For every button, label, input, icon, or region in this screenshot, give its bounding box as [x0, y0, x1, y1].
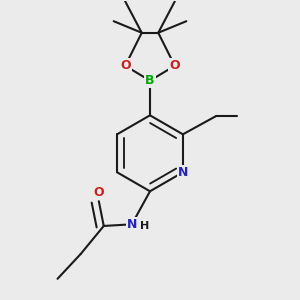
Text: N: N [178, 166, 188, 179]
Text: O: O [169, 59, 180, 72]
Text: O: O [94, 186, 104, 200]
Text: O: O [120, 59, 130, 72]
Text: B: B [145, 74, 155, 87]
Text: N: N [127, 218, 137, 231]
Text: H: H [140, 221, 149, 231]
